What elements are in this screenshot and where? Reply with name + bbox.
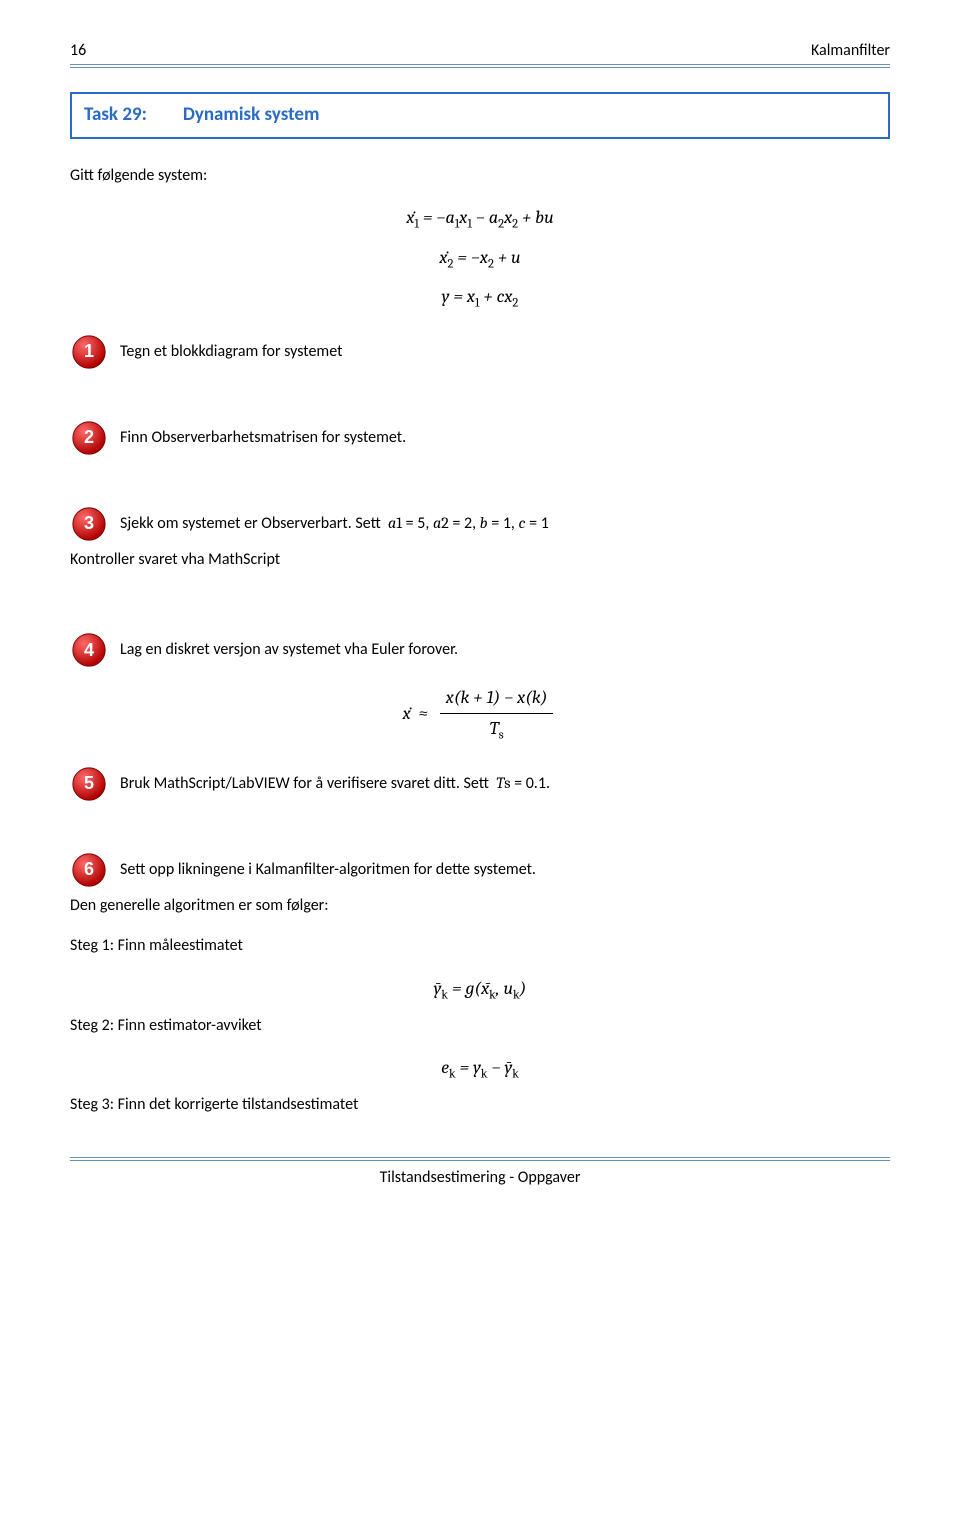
footer-text: Tilstandsestimering - Oppgaver — [70, 1167, 890, 1189]
step-4-text: Lag en diskret versjon av systemet vha E… — [120, 639, 458, 661]
chapter-title: Kalmanfilter — [811, 40, 890, 62]
step-3-row: 3 Sjekk om systemet er Observerbart. Set… — [70, 505, 890, 543]
badge-5-number: 5 — [84, 771, 94, 796]
equation-step2: ek = yk − ȳk — [70, 1055, 890, 1084]
task-label: Task 29: — [84, 102, 147, 129]
badge-4-number: 4 — [84, 638, 94, 663]
badge-1-icon: 1 — [70, 333, 108, 371]
step-4-row: 4 Lag en diskret versjon av systemet vha… — [70, 631, 890, 669]
intro-text: Gitt følgende system: — [70, 165, 890, 187]
step-5-text: Bruk MathScript/LabVIEW for å verifisere… — [120, 772, 550, 795]
step-2-text: Finn Observerbarhetsmatrisen for systeme… — [120, 427, 406, 449]
step-6-follow: Den generelle algoritmen er som følger: — [70, 895, 890, 917]
step-1-row: 1 Tegn et blokkdiagram for systemet — [70, 333, 890, 371]
badge-6-number: 6 — [84, 857, 94, 882]
badge-3-icon: 3 — [70, 505, 108, 543]
badge-4-icon: 4 — [70, 631, 108, 669]
equation-step1: ȳk = g(x̄k, uk) — [70, 976, 890, 1005]
badge-6-icon: 6 — [70, 851, 108, 889]
alg-step1-label: Steg 1: Finn måleestimatet — [70, 935, 890, 957]
badge-2-number: 2 — [84, 425, 94, 450]
step-2-row: 2 Finn Observerbarhetsmatrisen for syste… — [70, 419, 890, 457]
badge-3-number: 3 — [84, 511, 94, 536]
step-6-text: Sett opp likningene i Kalmanfilter-algor… — [120, 859, 536, 881]
equation-3: y = x1 + cx2 — [70, 284, 890, 313]
badge-2-icon: 2 — [70, 419, 108, 457]
page-number: 16 — [70, 40, 86, 62]
step-5-row: 5 Bruk MathScript/LabVIEW for å verifise… — [70, 765, 890, 803]
equation-2: ẋ2 = −x2 + u — [70, 245, 890, 274]
step-3-follow: Kontroller svaret vha MathScript — [70, 549, 890, 571]
step-1-text: Tegn et blokkdiagram for systemet — [120, 341, 342, 363]
equation-euler: ẋ ≈ x(k + 1) − x(k) Ts — [70, 685, 890, 744]
alg-step2-label: Steg 2: Finn estimator-avviket — [70, 1015, 890, 1037]
footer-underline — [70, 1157, 890, 1161]
step-6-row: 6 Sett opp likningene i Kalmanfilter-alg… — [70, 851, 890, 889]
header-underline — [70, 64, 890, 68]
alg-step3-label: Steg 3: Finn det korrigerte tilstandsest… — [70, 1094, 890, 1116]
badge-1-number: 1 — [84, 339, 94, 364]
equation-1: ẋ1 = −a1x1 − a2x2 + bu — [70, 205, 890, 234]
step-3-text: Sjekk om systemet er Observerbart. Sett … — [120, 512, 549, 535]
badge-5-icon: 5 — [70, 765, 108, 803]
task-title: Dynamisk system — [183, 102, 320, 129]
task-box: Task 29: Dynamisk system — [70, 92, 890, 139]
